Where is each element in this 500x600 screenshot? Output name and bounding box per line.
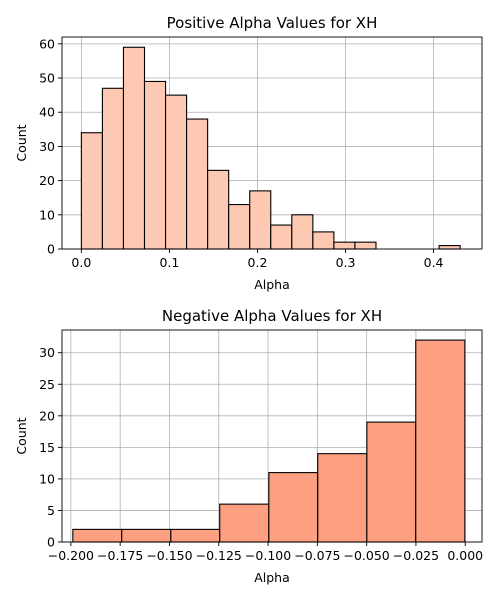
positive-y-tick-label: 20	[39, 173, 55, 188]
negative-histogram-bar	[415, 339, 466, 543]
negative-alpha-histogram: −0.200 −0.175 −0.150 −0.125 −0.100 −0.075 −0.0…	[14, 307, 483, 585]
negative-axes-frame	[61, 329, 483, 543]
negative-histogram-bar	[72, 528, 123, 543]
negative-histogram-bar	[219, 503, 270, 543]
negative-y-axis-label: Count	[14, 417, 29, 454]
positive-y-tick-label: 60	[39, 36, 55, 51]
negative-x-tick-label: −0.075	[294, 548, 340, 563]
negative-y-tick-label: 5	[47, 503, 55, 518]
positive-histogram-bar	[333, 241, 356, 250]
positive-histogram-bar	[249, 190, 272, 250]
positive-alpha-histogram: 0.0 0.1 0.2 0.3 0.4 0 10 20 30 40 50 60 Positive Alp…	[14, 14, 483, 292]
positive-x-tick-label: 0.0	[71, 255, 91, 270]
negative-x-tick-label: −0.125	[196, 548, 242, 563]
positive-x-tick-label: 0.3	[336, 255, 356, 270]
negative-histogram-bar	[121, 528, 172, 543]
positive-y-axis-label: Count	[14, 124, 29, 161]
positive-axes-frame	[61, 36, 483, 250]
negative-chart-title: Negative Alpha Values for XH	[162, 307, 382, 325]
negative-y-tick-label: 30	[39, 345, 55, 360]
positive-y-tick-label: 10	[39, 207, 55, 222]
negative-y-tick-label: 25	[39, 377, 55, 392]
negative-x-axis-label: Alpha	[254, 570, 290, 585]
negative-y-tick-label: 10	[39, 471, 55, 486]
positive-y-tick-label: 0	[47, 242, 55, 257]
positive-histogram-bar	[438, 245, 461, 250]
positive-histogram-bar	[354, 241, 377, 250]
negative-y-tick-label: 0	[47, 535, 55, 550]
positive-histogram-bar	[228, 203, 251, 250]
positive-histogram-bar	[101, 87, 125, 250]
positive-histogram-bar	[312, 231, 335, 250]
positive-y-tick-label: 30	[39, 139, 55, 154]
positive-x-tick-label: 0.2	[248, 255, 268, 270]
negative-x-tick-label: −0.150	[146, 548, 192, 563]
negative-y-tick-label: 15	[39, 440, 55, 455]
negative-x-tick-label: −0.175	[97, 548, 143, 563]
positive-histogram-bar	[164, 94, 188, 250]
negative-x-tick-label: −0.050	[344, 548, 390, 563]
negative-histogram-bar	[317, 453, 368, 543]
positive-histogram-bar	[80, 132, 103, 250]
negative-histogram-bar	[268, 472, 319, 543]
negative-x-tick-label: −0.200	[48, 548, 94, 563]
negative-histogram-bar	[170, 528, 221, 543]
positive-histogram-bar	[291, 214, 314, 250]
positive-histogram-bar	[207, 169, 230, 250]
negative-y-tick-label: 20	[39, 408, 55, 423]
positive-histogram-bar	[270, 224, 293, 250]
negative-x-tick-label: 0.000	[447, 548, 483, 563]
negative-x-tick-label: −0.100	[245, 548, 291, 563]
positive-y-tick-label: 50	[39, 71, 55, 86]
positive-x-tick-label: 0.4	[424, 255, 444, 270]
positive-y-tick-label: 40	[39, 105, 55, 120]
positive-x-tick-label: 0.1	[159, 255, 179, 270]
positive-chart-title: Positive Alpha Values for XH	[167, 14, 378, 32]
positive-x-axis-label: Alpha	[254, 277, 290, 292]
positive-histogram-bar	[143, 80, 167, 250]
positive-histogram-bar	[186, 118, 209, 250]
negative-histogram-bar	[366, 421, 417, 543]
positive-histogram-bar	[122, 46, 146, 250]
negative-x-tick-label: −0.025	[393, 548, 439, 563]
